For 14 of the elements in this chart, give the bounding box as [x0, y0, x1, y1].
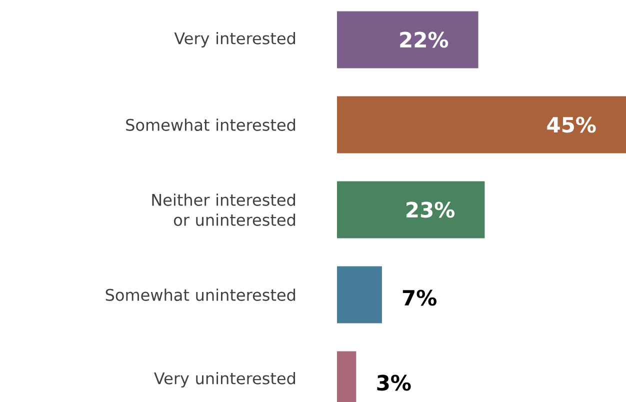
bar	[337, 11, 478, 68]
data-label: 7%	[402, 290, 436, 306]
data-label: 23%	[406, 202, 455, 218]
data-label: 22%	[400, 32, 448, 48]
bar	[337, 96, 626, 154]
y-tick-label: Somewhat uninterested	[106, 288, 296, 301]
y-tick-label: Very uninterested	[154, 372, 296, 388]
y-tick-label: Very interested	[174, 32, 296, 48]
bar	[337, 266, 382, 324]
data-label: 45%	[547, 116, 596, 133]
y-tick-label: Neither interested or uninterested	[152, 194, 296, 226]
bar	[337, 181, 485, 238]
y-tick-label: Somewhat interested	[126, 118, 296, 131]
data-label: 3%	[377, 374, 411, 391]
